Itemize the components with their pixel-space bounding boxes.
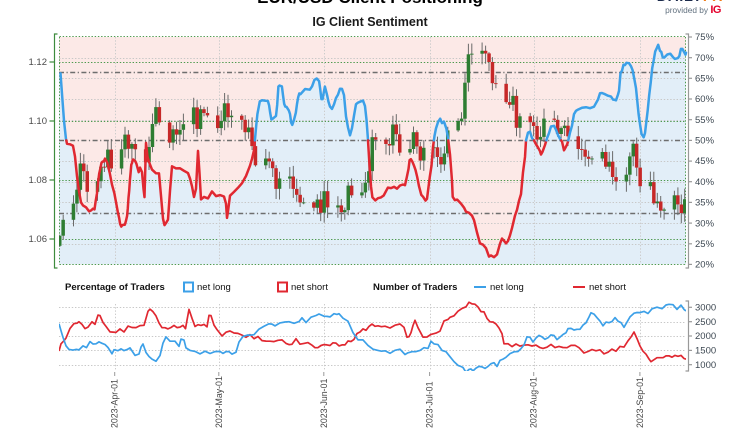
svg-text:35%: 35%	[695, 198, 715, 209]
svg-text:2000: 2000	[695, 331, 716, 342]
svg-text:70%: 70%	[695, 53, 715, 64]
svg-text:1000: 1000	[695, 360, 716, 371]
svg-text:2023-Aug-01: 2023-Aug-01	[529, 377, 539, 428]
svg-text:2023-Apr-01: 2023-Apr-01	[110, 379, 120, 428]
svg-text:net short: net short	[589, 282, 626, 293]
svg-text:net short: net short	[291, 282, 328, 293]
svg-text:75%: 75%	[695, 32, 715, 43]
svg-text:1.08: 1.08	[29, 175, 48, 186]
svg-text:2023-Sep-01: 2023-Sep-01	[635, 377, 645, 428]
svg-text:2023-May-01: 2023-May-01	[214, 376, 224, 428]
svg-text:2023-Jul-01: 2023-Jul-01	[425, 381, 435, 428]
svg-text:2023-Jun-01: 2023-Jun-01	[319, 378, 329, 428]
svg-text:net long: net long	[197, 282, 231, 293]
svg-text:30%: 30%	[695, 218, 715, 229]
svg-text:55%: 55%	[695, 115, 715, 126]
svg-text:1.10: 1.10	[29, 116, 48, 127]
svg-text:3000: 3000	[695, 303, 716, 314]
svg-text:20%: 20%	[695, 260, 715, 271]
svg-text:40%: 40%	[695, 177, 715, 188]
svg-text:1.12: 1.12	[29, 57, 48, 68]
svg-text:65%: 65%	[695, 74, 715, 85]
svg-text:1500: 1500	[695, 346, 716, 357]
svg-text:60%: 60%	[695, 94, 715, 105]
svg-text:1.06: 1.06	[29, 234, 48, 245]
svg-text:net long: net long	[490, 282, 524, 293]
svg-text:25%: 25%	[695, 239, 715, 250]
svg-text:2500: 2500	[695, 317, 716, 328]
svg-text:Number of Traders: Number of Traders	[373, 282, 457, 293]
svg-text:Percentage of Traders: Percentage of Traders	[65, 282, 165, 293]
svg-text:45%: 45%	[695, 156, 715, 167]
svg-text:50%: 50%	[695, 136, 715, 147]
